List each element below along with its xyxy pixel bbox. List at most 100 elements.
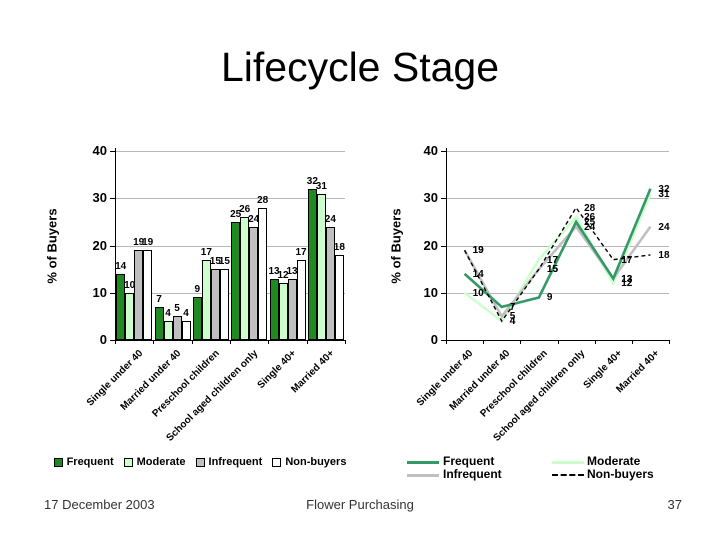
bar-value-label: 17 xyxy=(295,246,307,258)
bar-non-buyers xyxy=(219,269,229,340)
x-axis-tick xyxy=(153,340,155,344)
bar-value-label: 32 xyxy=(306,175,318,187)
x-axis-tick xyxy=(230,340,231,344)
bar-value-label: 24 xyxy=(324,213,336,225)
legend-label: Infrequent xyxy=(208,456,263,468)
point-value-label: 13 xyxy=(621,273,633,285)
gridline xyxy=(446,292,669,294)
y-tick-label: 40 xyxy=(423,143,438,158)
bar-value-label: 17 xyxy=(200,246,212,258)
x-category-label: Single 40+ xyxy=(581,348,625,391)
bar-moderate xyxy=(125,292,135,340)
x-axis-tick xyxy=(669,340,670,344)
x-category-label: Married under 40 xyxy=(118,348,184,413)
point-value-label: 15 xyxy=(546,264,559,276)
bar-non-buyers xyxy=(258,207,268,340)
gridline xyxy=(115,198,345,200)
x-category-label: School aged children only xyxy=(164,348,260,444)
point-value-label: 18 xyxy=(658,249,670,261)
bar-value-label: 26 xyxy=(239,204,251,216)
bar-value-label: 18 xyxy=(333,241,345,253)
bar-value-label: 13 xyxy=(268,265,280,277)
point-value-label: 5 xyxy=(509,311,516,323)
bar-value-label: 4 xyxy=(165,308,171,320)
y-tick-label: 30 xyxy=(92,190,107,206)
bar-value-label: 24 xyxy=(248,213,260,225)
y-tick-label: 10 xyxy=(423,284,438,300)
x-axis-tick xyxy=(446,340,447,344)
bar-value-label: 15 xyxy=(209,256,221,268)
legend-label: Non-buyers xyxy=(285,456,347,468)
point-value-label: 17 xyxy=(546,254,559,266)
page-title: Lifecycle Stage xyxy=(220,44,500,90)
point-value-label: 17 xyxy=(621,254,633,266)
y-tick-label: 20 xyxy=(423,237,438,253)
bar-moderate xyxy=(278,283,288,340)
bar-frequent xyxy=(192,297,202,340)
legend-item-non-buyers: Non-buyers xyxy=(272,456,346,468)
bar-value-label: 28 xyxy=(257,194,269,206)
legend-label: Moderate xyxy=(136,456,186,468)
gridline xyxy=(446,151,669,152)
legend-line-swatch-frequent xyxy=(407,461,439,464)
legend-label-infrequent: Infrequent xyxy=(443,467,502,481)
x-category-label: Preschool children xyxy=(150,348,222,420)
bar-moderate xyxy=(240,217,250,340)
bar-value-label: 7 xyxy=(156,293,162,305)
x-category-label: Married 40+ xyxy=(289,348,337,396)
point-value-label: 19 xyxy=(472,245,484,257)
y-tick-label: 20 xyxy=(92,237,107,253)
y-axis-tick xyxy=(441,151,446,152)
y-tick-label: 0 xyxy=(430,332,438,347)
x-axis-tick xyxy=(268,340,270,344)
bar-infrequent xyxy=(249,226,259,340)
gridline xyxy=(115,151,345,152)
legend-swatch-frequent xyxy=(53,457,63,467)
bar-moderate xyxy=(201,259,211,340)
gridline xyxy=(446,245,669,247)
y-axis-tick xyxy=(110,151,115,152)
x-axis-tick xyxy=(306,340,308,344)
legend-swatch-non-buyers xyxy=(272,457,282,467)
bar-value-label: 31 xyxy=(315,180,327,192)
legend-line-swatch-non-buyers xyxy=(552,474,584,476)
point-value-label: 24 xyxy=(658,221,670,233)
line-moderate xyxy=(463,193,652,324)
legend-line-swatch-moderate xyxy=(552,461,584,464)
y-axis-tick xyxy=(441,340,446,341)
point-value-label: 26 xyxy=(584,212,596,224)
x-axis-line xyxy=(446,340,670,341)
point-value-label: 24 xyxy=(584,221,596,233)
bar-value-label: 15 xyxy=(218,256,230,268)
y-axis-title: % of Buyers xyxy=(388,207,404,284)
gridline xyxy=(115,245,345,247)
bar-frequent xyxy=(307,188,317,340)
x-category-label: Single 40+ xyxy=(255,348,299,391)
y-axis-tick xyxy=(441,198,446,200)
y-axis-tick xyxy=(441,245,446,247)
x-axis-tick xyxy=(115,340,116,344)
bar-value-label: 9 xyxy=(194,284,201,296)
legend-label-non-buyers: Non-buyers xyxy=(587,467,654,481)
point-value-label: 9 xyxy=(546,292,553,304)
x-axis-tick xyxy=(557,340,559,344)
y-axis-title: % of Buyers xyxy=(44,207,60,284)
x-category-label: Married 40+ xyxy=(613,348,662,396)
y-axis-tick xyxy=(110,198,115,200)
point-value-label: 32 xyxy=(658,183,670,195)
x-axis-tick xyxy=(191,340,193,344)
x-category-label: Single under 40 xyxy=(414,348,476,409)
x-axis-tick xyxy=(520,340,522,344)
y-axis-line xyxy=(115,148,116,341)
bar-value-label: 10 xyxy=(124,279,136,291)
legend-item-infrequent: Infrequent xyxy=(195,456,263,468)
bar-frequent xyxy=(154,306,164,340)
point-value-label: 14 xyxy=(472,268,484,280)
bar-value-label: 13 xyxy=(286,265,298,277)
line-non-buyers xyxy=(463,206,651,323)
bar-non-buyers xyxy=(334,254,344,340)
bar-frequent xyxy=(116,273,126,340)
bar-infrequent xyxy=(172,316,182,340)
bar-non-buyers xyxy=(296,259,306,340)
point-value-label: 19 xyxy=(472,245,484,257)
